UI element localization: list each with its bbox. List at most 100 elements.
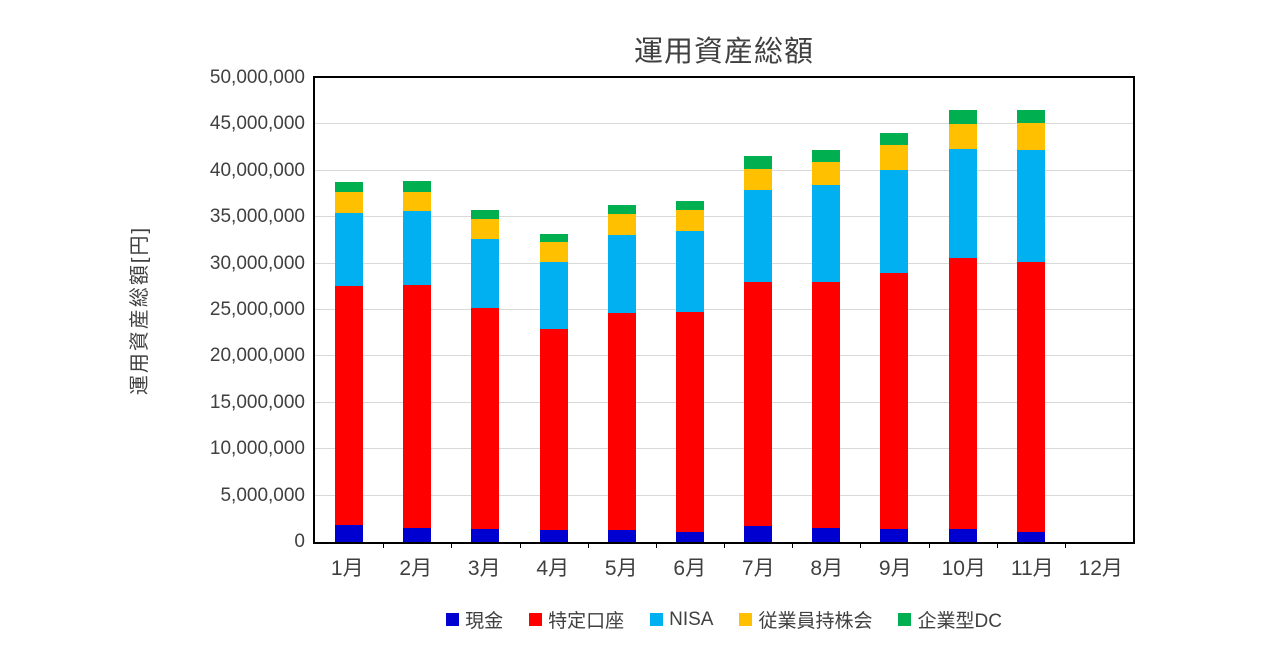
y-tick-label: 5,000,000 bbox=[220, 484, 305, 506]
bar-stack-6月 bbox=[675, 200, 704, 542]
bar-segment-特定口座 bbox=[744, 282, 773, 527]
bar-slot-7月 bbox=[724, 78, 792, 542]
legend-item-特定口座: 特定口座 bbox=[529, 606, 624, 633]
bar-segment-特定口座 bbox=[1016, 261, 1045, 532]
bar-segment-従業員持株会 bbox=[335, 192, 364, 213]
x-axis-tick bbox=[451, 542, 453, 548]
bar-segment-従業員持株会 bbox=[607, 213, 636, 235]
bar-slot-8月 bbox=[792, 78, 860, 542]
bar-stack-3月 bbox=[471, 209, 500, 542]
bar-stack-2月 bbox=[403, 181, 432, 542]
legend-label: NISA bbox=[669, 608, 714, 630]
bar-slot-11月 bbox=[997, 78, 1065, 542]
bar-segment-現金 bbox=[471, 529, 500, 542]
bar-slot-9月 bbox=[860, 78, 928, 542]
bar-slot-2月 bbox=[383, 78, 451, 542]
bar-segment-従業員持株会 bbox=[403, 192, 432, 211]
bar-segment-現金 bbox=[403, 528, 432, 542]
bar-segment-NISA bbox=[539, 261, 568, 329]
bar-segment-従業員持株会 bbox=[675, 209, 704, 232]
bar-segment-現金 bbox=[539, 529, 568, 542]
y-tick-label: 45,000,000 bbox=[209, 113, 305, 135]
bar-segment-現金 bbox=[948, 529, 977, 542]
bar-slot-3月 bbox=[451, 78, 519, 542]
bar-segment-特定口座 bbox=[539, 328, 568, 530]
legend-label: 特定口座 bbox=[548, 611, 625, 632]
legend-swatch-icon bbox=[446, 613, 460, 626]
bar-segment-企業型DC bbox=[675, 200, 704, 210]
bar-slot-1月 bbox=[315, 78, 383, 542]
bar-segment-NISA bbox=[471, 238, 500, 309]
legend-swatch-icon bbox=[898, 613, 912, 626]
bar-segment-従業員持株会 bbox=[1016, 122, 1045, 151]
bar-segment-企業型DC bbox=[812, 150, 841, 163]
chart-title: 運用資産総額 bbox=[633, 36, 814, 68]
y-tick-label: 35,000,000 bbox=[209, 206, 305, 228]
chart-legend: 現金 特定口座 NISA 従業員持株会 企業型DC bbox=[313, 606, 1135, 633]
bar-segment-現金 bbox=[744, 526, 773, 542]
bar-segment-現金 bbox=[607, 529, 636, 542]
x-label-1月: 1月 bbox=[330, 557, 364, 580]
bar-slot-4月 bbox=[520, 78, 588, 542]
x-axis-tick bbox=[655, 542, 657, 548]
bar-segment-現金 bbox=[675, 531, 704, 542]
bar-segment-特定口座 bbox=[675, 311, 704, 532]
gridline bbox=[315, 448, 1133, 450]
bar-segment-特定口座 bbox=[880, 272, 909, 530]
legend-label: 従業員持株会 bbox=[758, 611, 873, 632]
x-axis-tick bbox=[383, 542, 385, 548]
y-axis-title-text: 運用資産総額[円] bbox=[129, 225, 152, 395]
y-tick-label: 0 bbox=[294, 531, 305, 552]
legend-item-NISA: NISA bbox=[650, 609, 713, 631]
bar-segment-特定口座 bbox=[607, 312, 636, 530]
bar-segment-従業員持株会 bbox=[812, 162, 841, 185]
x-label-4月: 4月 bbox=[536, 557, 570, 580]
x-label-10月: 10月 bbox=[941, 557, 986, 580]
bar-stack-11月 bbox=[1016, 109, 1045, 542]
bar-stack-9月 bbox=[880, 132, 909, 542]
bar-segment-特定口座 bbox=[812, 282, 841, 529]
gridline bbox=[315, 169, 1133, 171]
x-label-7月: 7月 bbox=[741, 557, 775, 580]
bar-segment-特定口座 bbox=[471, 308, 500, 530]
y-axis-title: 運用資産総額[円] bbox=[118, 76, 158, 544]
x-axis-tick bbox=[519, 542, 521, 548]
gridline bbox=[315, 494, 1133, 496]
bar-segment-特定口座 bbox=[335, 285, 364, 526]
gridline bbox=[315, 262, 1133, 264]
legend-swatch-icon bbox=[739, 613, 753, 626]
y-tick-label: 10,000,000 bbox=[209, 438, 305, 460]
bar-segment-従業員持株会 bbox=[948, 123, 977, 149]
legend-label: 企業型DC bbox=[917, 611, 1002, 632]
legend-swatch-icon bbox=[650, 613, 664, 626]
bar-segment-従業員持株会 bbox=[744, 168, 773, 191]
bar-segment-企業型DC bbox=[744, 155, 773, 169]
bar-stack-7月 bbox=[744, 155, 773, 542]
bar-segment-NISA bbox=[880, 169, 909, 273]
bar-segment-NISA bbox=[607, 234, 636, 313]
bar-segment-企業型DC bbox=[403, 181, 432, 193]
legend-item-現金: 現金 bbox=[446, 606, 503, 633]
bar-segment-企業型DC bbox=[948, 109, 977, 124]
x-axis-labels: 1月 2月 3月 4月 5月 6月 7月 8月 9月 10月 11月 12月 bbox=[313, 552, 1135, 582]
bar-segment-企業型DC bbox=[1016, 109, 1045, 123]
y-tick-label: 25,000,000 bbox=[209, 299, 305, 320]
legend-swatch-icon bbox=[529, 613, 543, 626]
bar-segment-企業型DC bbox=[607, 205, 636, 214]
x-label-3月: 3月 bbox=[467, 557, 501, 580]
gridline bbox=[315, 216, 1133, 218]
bar-slots bbox=[315, 78, 1133, 542]
x-axis-tick bbox=[928, 542, 930, 548]
x-axis-tick bbox=[996, 542, 998, 548]
bar-segment-NISA bbox=[812, 184, 841, 283]
bar-segment-NISA bbox=[335, 212, 364, 286]
legend-item-企業型DC: 企業型DC bbox=[898, 606, 1002, 633]
bar-segment-企業型DC bbox=[539, 233, 568, 243]
gridline bbox=[315, 309, 1133, 310]
bar-slot-6月 bbox=[656, 78, 724, 542]
bar-stack-8月 bbox=[812, 150, 841, 542]
bar-segment-企業型DC bbox=[880, 132, 909, 145]
gridline bbox=[315, 401, 1133, 403]
bar-segment-NISA bbox=[675, 231, 704, 312]
x-axis-tick bbox=[860, 542, 862, 548]
